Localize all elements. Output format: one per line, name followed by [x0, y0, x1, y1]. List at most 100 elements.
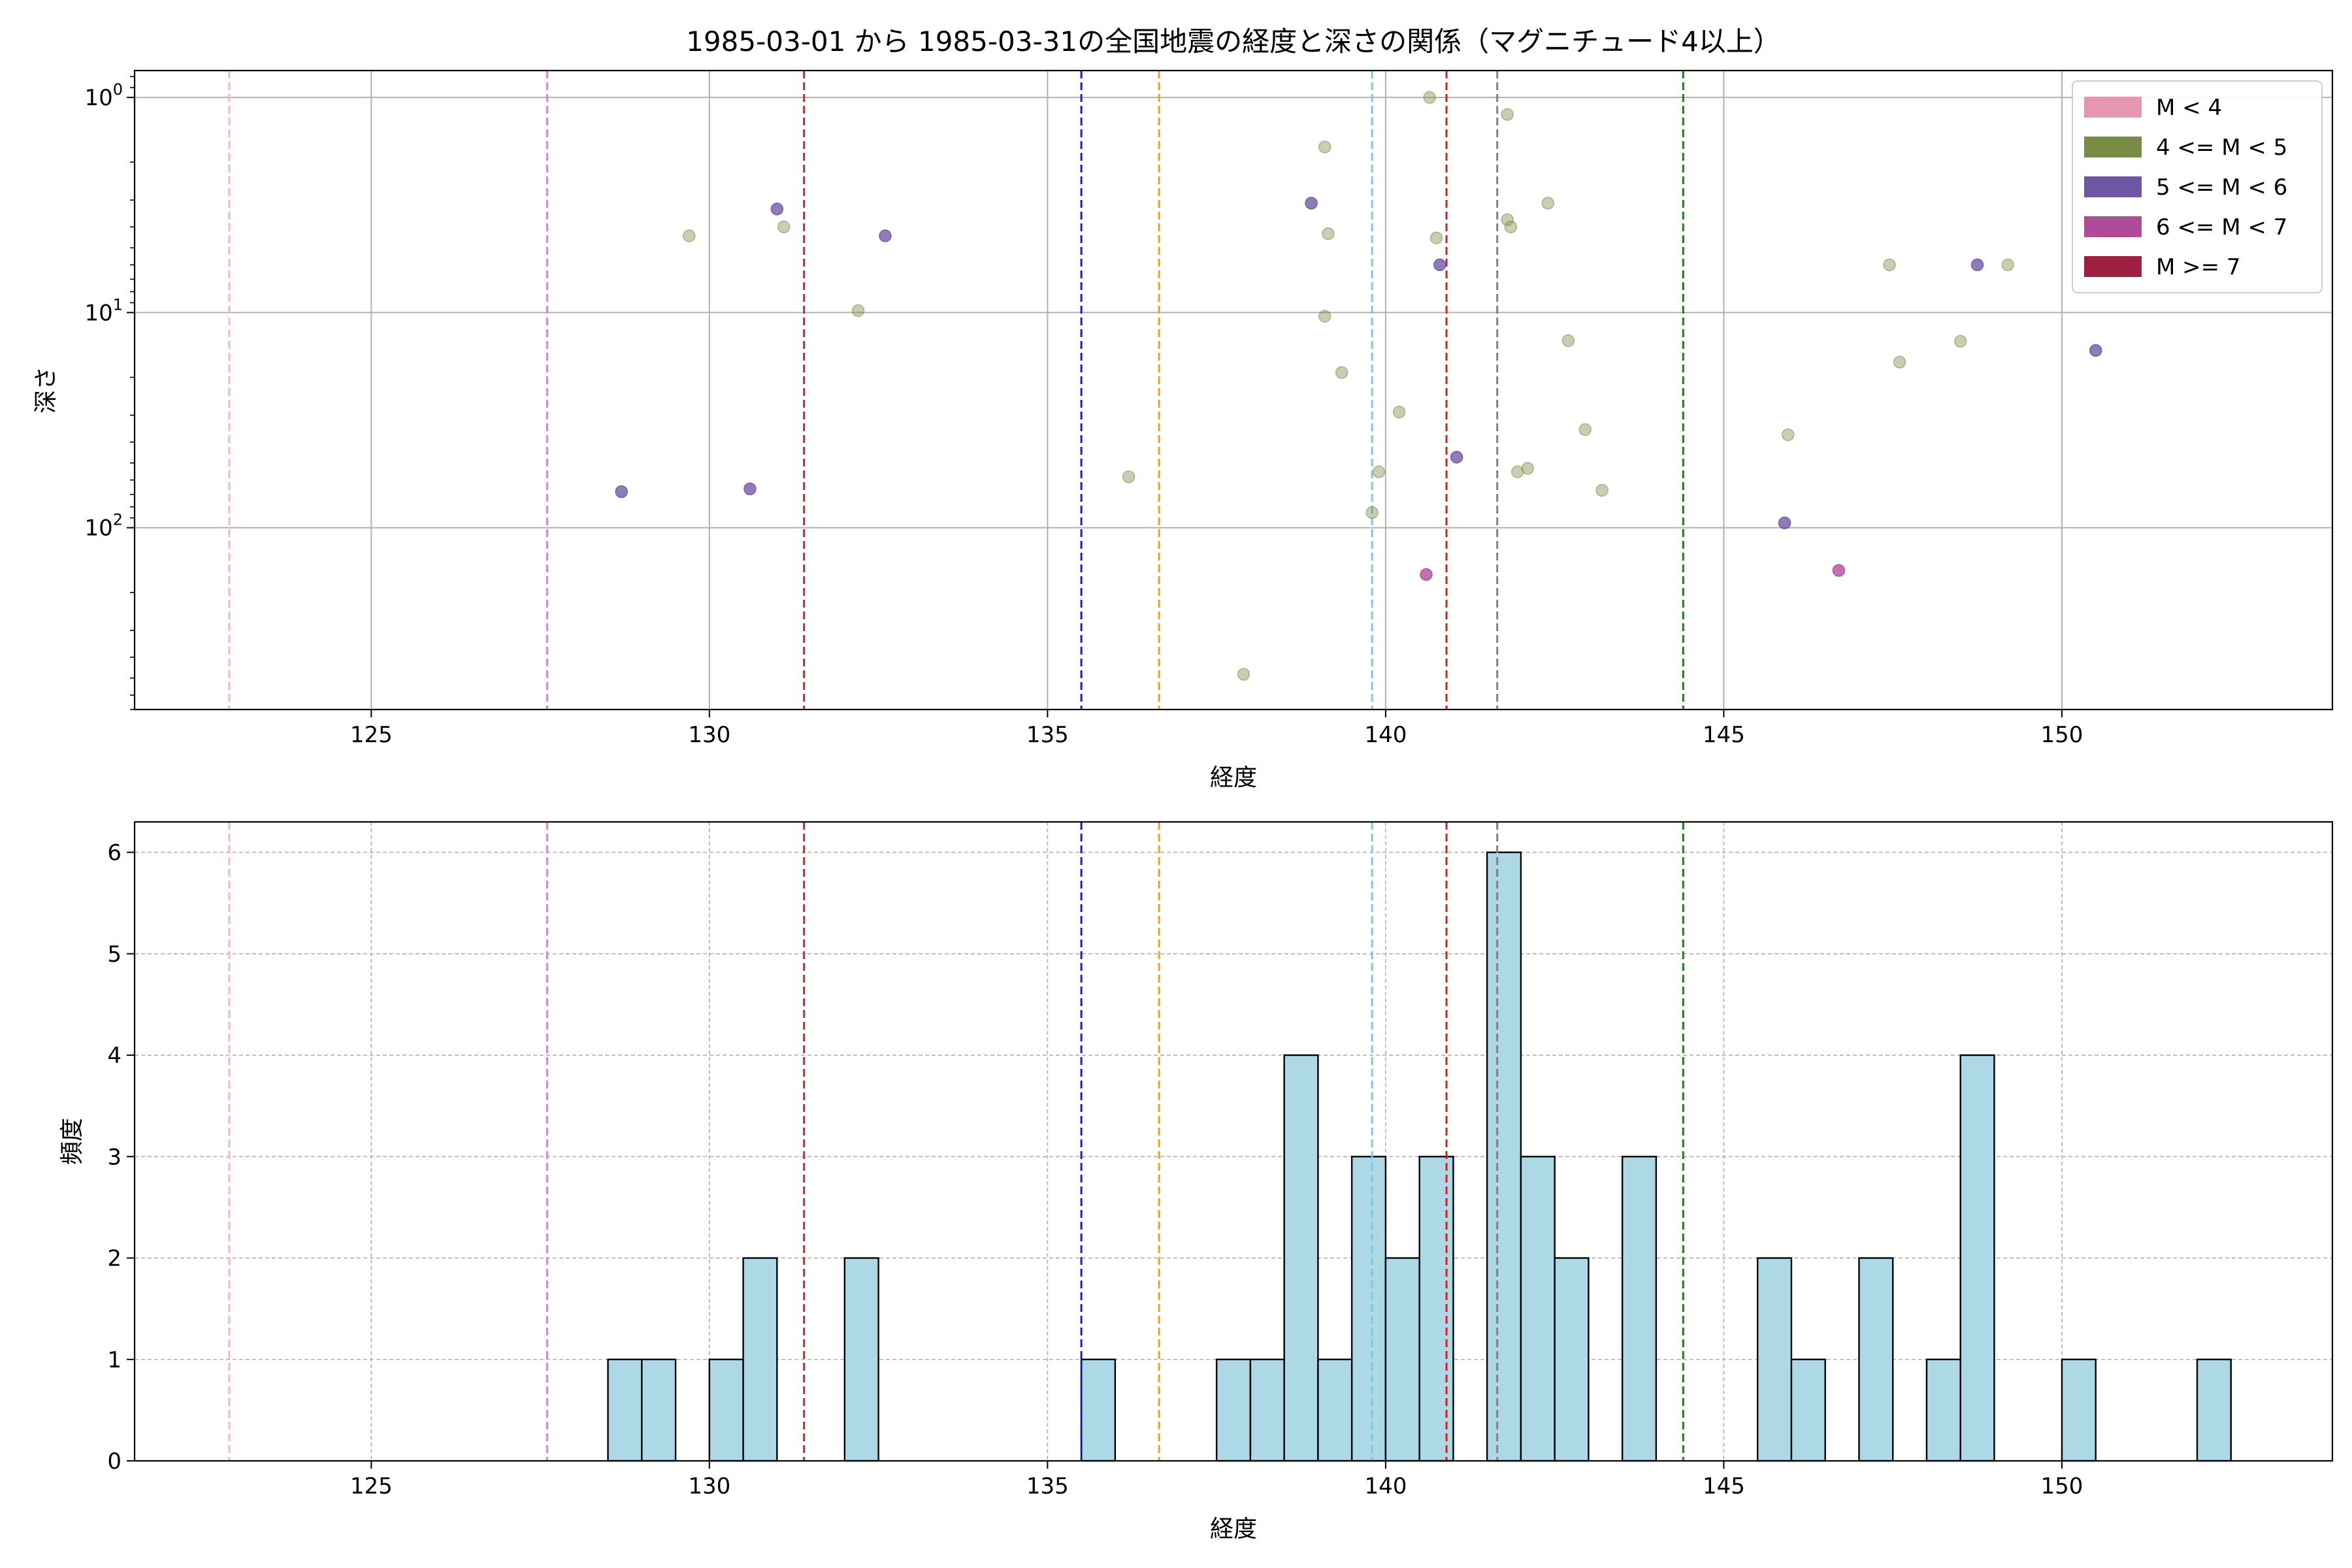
scatter-point — [683, 229, 696, 242]
legend-label: M >= 7 — [2156, 254, 2241, 280]
histogram-bar — [708, 1358, 744, 1462]
legend-label: 5 <= M < 6 — [2156, 174, 2287, 201]
histogram-bar — [1283, 1054, 1319, 1462]
scatter-y-tick-label: 100 — [84, 80, 123, 111]
scatter-point — [1318, 140, 1331, 154]
histogram-bar — [1486, 851, 1522, 1462]
histogram-y-tick-label: 2 — [107, 1246, 122, 1272]
scatter-point — [1541, 197, 1555, 210]
histogram-bar — [2061, 1358, 2097, 1462]
scatter-y-tick-label: 101 — [84, 295, 123, 326]
legend-swatch — [2084, 176, 2142, 197]
scatter-x-tick-label: 145 — [1703, 722, 1745, 748]
scatter-point — [1433, 258, 1446, 272]
histogram-x-tick-label: 130 — [688, 1473, 730, 1499]
histogram-bar — [1418, 1156, 1454, 1462]
scatter-point — [1578, 423, 1592, 436]
histogram-x-ticks: 125 130 135 140 145 150 — [350, 1461, 2083, 1499]
scatter-x-axis-label: 経度 — [1210, 764, 1257, 791]
scatter-point — [1450, 450, 1463, 464]
scatter-point — [1122, 470, 1135, 483]
scatter-point — [1970, 258, 1984, 272]
scatter-y-ticks: 100 101 102 — [84, 76, 135, 710]
histogram-bar — [843, 1257, 879, 1462]
histogram-panel: 125 130 135 140 145 150 0 1 2 3 4 5 6 経度 頻度 — [59, 821, 2334, 1543]
scatter-point — [1429, 231, 1443, 244]
scatter-point — [1893, 355, 1906, 369]
scatter-point — [1372, 465, 1386, 478]
scatter-point — [1423, 91, 1436, 104]
histogram-axes-frame — [133, 821, 2334, 1462]
histogram-x-tick-label: 135 — [1026, 1473, 1069, 1499]
scatter-point — [1561, 334, 1575, 348]
histogram-bar — [1621, 1156, 1658, 1462]
scatter-point — [1883, 258, 1896, 272]
scatter-x-tick-label: 150 — [2041, 722, 2083, 748]
scatter-point — [1778, 516, 1791, 530]
histogram-y-tick-label: 6 — [107, 840, 122, 866]
histogram-y-tick-label: 0 — [107, 1448, 122, 1475]
scatter-x-ticks: 125 130 135 140 145 150 — [350, 710, 2083, 748]
scatter-point — [1504, 220, 1518, 234]
histogram-y-tick-label: 1 — [107, 1347, 122, 1373]
histogram-bar — [2196, 1358, 2232, 1462]
histogram-y-tick-label: 3 — [107, 1144, 122, 1170]
scatter-reference-lines — [228, 71, 1684, 710]
scatter-point — [1237, 668, 1250, 681]
scatter-point — [1832, 564, 1846, 577]
histogram-bar — [641, 1358, 677, 1462]
scatter-point — [879, 229, 892, 242]
histogram-bar — [1959, 1054, 1995, 1462]
scatter-point — [777, 220, 791, 234]
scatter-y-axis-label: 深さ — [33, 367, 59, 414]
histogram-x-axis-label: 経度 — [1210, 1516, 1257, 1543]
legend-box — [2072, 80, 2323, 293]
histogram-x-tick-label: 145 — [1703, 1473, 1745, 1499]
scatter-y-tick-label: 102 — [84, 511, 123, 542]
legend-swatch — [2084, 97, 2142, 118]
histogram-bar — [1520, 1156, 1556, 1462]
scatter-point — [770, 203, 784, 216]
scatter-point — [743, 482, 757, 496]
histogram-bar — [1384, 1257, 1420, 1462]
chart-title: 1985-03-01 から 1985-03-31の全国地震の経度と深さの関係（マ… — [686, 25, 1781, 57]
histogram-bar — [1350, 1156, 1387, 1462]
histogram-x-tick-label: 125 — [350, 1473, 393, 1499]
histogram-x-tick-label: 150 — [2041, 1473, 2083, 1499]
histogram-bar — [1317, 1358, 1353, 1462]
legend-swatch — [2084, 137, 2142, 157]
scatter-point — [2089, 344, 2102, 357]
scatter-x-tick-label: 125 — [350, 722, 393, 748]
histogram-bar — [1925, 1358, 1961, 1462]
legend-swatch — [2084, 256, 2142, 277]
histogram-reference-lines — [228, 822, 1684, 1461]
scatter-point — [1322, 227, 1335, 240]
scatter-point — [1420, 568, 1433, 581]
scatter-grid — [135, 71, 2332, 710]
scatter-axes-frame — [133, 69, 2334, 711]
histogram-bars — [607, 851, 2232, 1462]
scatter-x-tick-label: 135 — [1026, 722, 1069, 748]
legend-label: 6 <= M < 7 — [2156, 214, 2287, 240]
scatter-point — [1782, 428, 1795, 442]
histogram-bar — [742, 1257, 778, 1462]
scatter-panel: 1985-03-01 から 1985-03-31の全国地震の経度と深さの関係（マ… — [33, 25, 2334, 791]
histogram-bar — [607, 1358, 643, 1462]
scatter-point — [1335, 366, 1348, 379]
scatter-x-tick-label: 130 — [688, 722, 730, 748]
histogram-bar — [1554, 1257, 1590, 1462]
histogram-y-tick-label: 5 — [107, 941, 122, 968]
scatter-point — [1595, 483, 1609, 497]
scatter-point — [2001, 258, 2014, 272]
scatter-point — [1501, 108, 1514, 121]
histogram-y-axis-label: 頻度 — [59, 1118, 86, 1165]
scatter-point — [1392, 405, 1406, 419]
scatter-point — [1318, 310, 1331, 323]
scatter-point — [1365, 506, 1379, 519]
histogram-bar — [1080, 1358, 1117, 1462]
legend-swatch — [2084, 216, 2142, 237]
legend: M < 4 4 <= M < 5 5 <= M < 6 6 <= M < 7 M >= … — [2072, 80, 2323, 293]
scatter-point — [615, 485, 629, 498]
histogram-y-ticks: 0 1 2 3 4 5 6 — [107, 840, 135, 1475]
